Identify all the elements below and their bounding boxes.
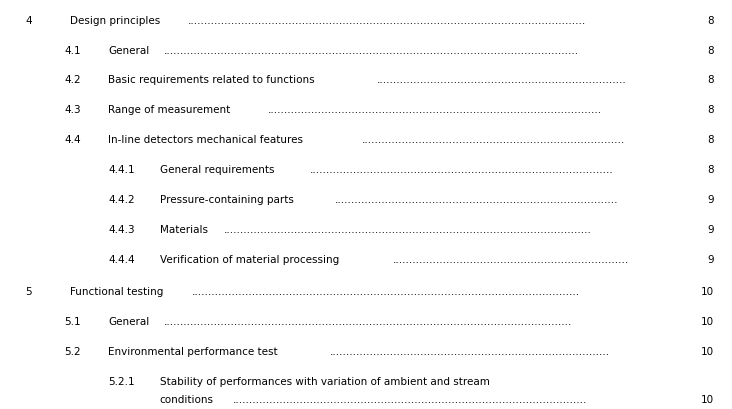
Text: ................................................................................: ........................................… bbox=[335, 195, 618, 204]
Text: 4.1: 4.1 bbox=[64, 45, 81, 55]
Text: 4.4: 4.4 bbox=[64, 135, 81, 145]
Text: 8: 8 bbox=[707, 45, 714, 55]
Text: 9: 9 bbox=[707, 195, 714, 204]
Text: 8: 8 bbox=[707, 75, 714, 85]
Text: General: General bbox=[108, 316, 149, 326]
Text: Basic requirements related to functions: Basic requirements related to functions bbox=[108, 75, 315, 85]
Text: ..........................................................................: ........................................… bbox=[377, 75, 627, 85]
Text: ................................................................................: ........................................… bbox=[164, 45, 579, 55]
Text: ................................................................................: ........................................… bbox=[224, 225, 591, 234]
Text: In-line detectors mechanical features: In-line detectors mechanical features bbox=[108, 135, 303, 145]
Text: ..............................................................................: ........................................… bbox=[362, 135, 625, 145]
Text: ................................................................................: ........................................… bbox=[268, 105, 602, 115]
Text: 9: 9 bbox=[707, 225, 714, 234]
Text: Design principles: Design principles bbox=[70, 16, 160, 25]
Text: 10: 10 bbox=[701, 286, 714, 296]
Text: Functional testing: Functional testing bbox=[70, 286, 163, 296]
Text: 4: 4 bbox=[26, 16, 32, 25]
Text: 5: 5 bbox=[26, 286, 32, 296]
Text: ......................................................................: ........................................… bbox=[393, 254, 630, 264]
Text: 8: 8 bbox=[707, 16, 714, 25]
Text: 5.2: 5.2 bbox=[64, 346, 81, 356]
Text: 4.4.1: 4.4.1 bbox=[108, 165, 135, 175]
Text: 4.3: 4.3 bbox=[64, 105, 81, 115]
Text: ................................................................................: ........................................… bbox=[164, 316, 572, 326]
Text: General: General bbox=[108, 45, 149, 55]
Text: 8: 8 bbox=[707, 165, 714, 175]
Text: ................................................................................: ........................................… bbox=[233, 394, 587, 404]
Text: Materials: Materials bbox=[160, 225, 208, 234]
Text: Pressure-containing parts: Pressure-containing parts bbox=[160, 195, 294, 204]
Text: Environmental performance test: Environmental performance test bbox=[108, 346, 278, 356]
Text: 4.4.4: 4.4.4 bbox=[108, 254, 135, 264]
Text: ................................................................................: ........................................… bbox=[310, 165, 613, 175]
Text: Stability of performances with variation of ambient and stream: Stability of performances with variation… bbox=[160, 376, 490, 386]
Text: conditions: conditions bbox=[160, 394, 214, 404]
Text: Verification of material processing: Verification of material processing bbox=[160, 254, 339, 264]
Text: General requirements: General requirements bbox=[160, 165, 274, 175]
Text: 9: 9 bbox=[707, 254, 714, 264]
Text: 10: 10 bbox=[701, 394, 714, 404]
Text: 10: 10 bbox=[701, 346, 714, 356]
Text: 4.2: 4.2 bbox=[64, 75, 81, 85]
Text: ................................................................................: ........................................… bbox=[193, 286, 580, 296]
Text: 8: 8 bbox=[707, 135, 714, 145]
Text: 4.4.2: 4.4.2 bbox=[108, 195, 135, 204]
Text: 4.4.3: 4.4.3 bbox=[108, 225, 135, 234]
Text: 5.1: 5.1 bbox=[64, 316, 81, 326]
Text: ................................................................................: ........................................… bbox=[188, 16, 586, 25]
Text: 10: 10 bbox=[701, 316, 714, 326]
Text: 8: 8 bbox=[707, 105, 714, 115]
Text: 5.2.1: 5.2.1 bbox=[108, 376, 135, 386]
Text: Range of measurement: Range of measurement bbox=[108, 105, 231, 115]
Text: ................................................................................: ........................................… bbox=[329, 346, 610, 356]
